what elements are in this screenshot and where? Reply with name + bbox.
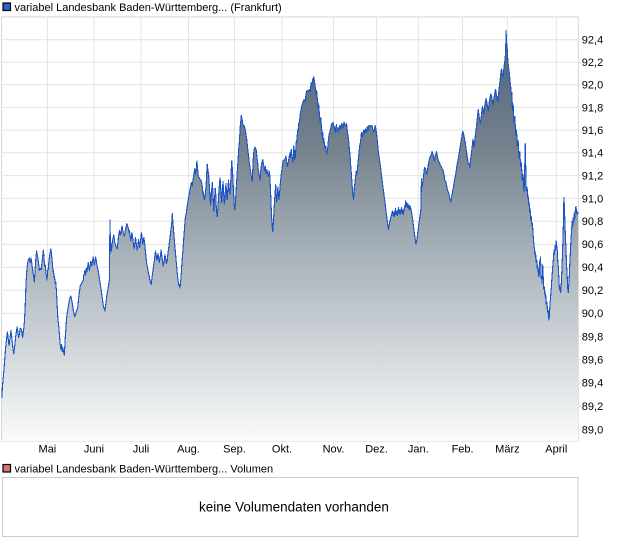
- svg-text:89,0: 89,0: [582, 424, 603, 436]
- svg-text:90,8: 90,8: [582, 216, 603, 228]
- svg-text:Juli: Juli: [133, 443, 150, 455]
- svg-text:92,4: 92,4: [582, 35, 603, 47]
- svg-text:Dez.: Dez.: [365, 443, 388, 455]
- svg-text:91,6: 91,6: [582, 125, 603, 137]
- svg-text:90,2: 90,2: [582, 285, 603, 297]
- svg-text:91,0: 91,0: [582, 193, 603, 205]
- svg-text:keine Volumendaten vorhanden: keine Volumendaten vorhanden: [199, 499, 389, 514]
- svg-text:90,0: 90,0: [582, 308, 603, 320]
- svg-text:Jan.: Jan.: [408, 443, 429, 455]
- svg-text:89,6: 89,6: [582, 355, 603, 367]
- svg-text:Juni: Juni: [84, 443, 104, 455]
- svg-text:Mai: Mai: [39, 443, 57, 455]
- svg-text:April: April: [545, 443, 567, 455]
- svg-text:90,6: 90,6: [582, 239, 603, 251]
- svg-text:91,2: 91,2: [582, 171, 603, 183]
- svg-text:91,4: 91,4: [582, 148, 603, 160]
- svg-text:89,4: 89,4: [582, 378, 603, 390]
- svg-text:92,2: 92,2: [582, 57, 603, 69]
- svg-text:März: März: [495, 443, 519, 455]
- svg-text:Sep.: Sep.: [223, 443, 246, 455]
- svg-text:91,8: 91,8: [582, 102, 603, 114]
- svg-text:Nov.: Nov.: [323, 443, 345, 455]
- svg-text:89,8: 89,8: [582, 331, 603, 343]
- svg-text:92,0: 92,0: [582, 80, 603, 92]
- svg-text:Aug.: Aug.: [177, 443, 200, 455]
- svg-text:Okt.: Okt.: [272, 443, 292, 455]
- svg-text:89,2: 89,2: [582, 401, 603, 413]
- svg-text:variabel Landesbank Baden-Würt: variabel Landesbank Baden-Württemberg...…: [15, 463, 274, 475]
- svg-text:variabel Landesbank Baden-Würt: variabel Landesbank Baden-Württemberg...…: [15, 2, 282, 14]
- svg-text:90,4: 90,4: [582, 262, 603, 274]
- svg-text:Feb.: Feb.: [452, 443, 474, 455]
